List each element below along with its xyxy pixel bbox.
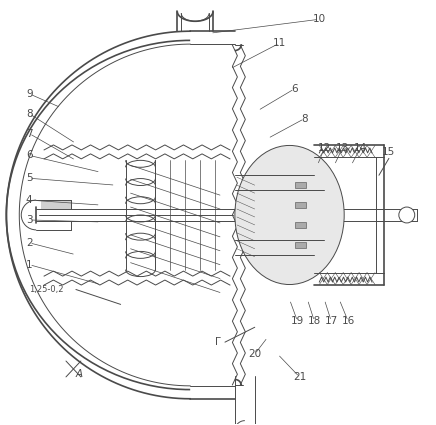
Text: 3: 3 (26, 215, 33, 225)
Text: 18: 18 (308, 316, 321, 326)
Text: 13: 13 (336, 143, 349, 153)
Text: 14: 14 (354, 143, 367, 153)
Bar (294, 222, 307, 228)
Text: 2: 2 (26, 238, 33, 248)
Bar (294, 242, 307, 248)
Text: 6: 6 (26, 150, 33, 160)
Text: 8: 8 (26, 109, 33, 119)
Text: 17: 17 (325, 316, 338, 326)
Text: 20: 20 (248, 349, 261, 359)
Text: 12: 12 (318, 143, 331, 153)
Text: 7: 7 (26, 128, 33, 139)
Text: 10: 10 (313, 14, 326, 24)
Text: 1,25-0,2: 1,25-0,2 (29, 285, 64, 294)
Ellipse shape (235, 145, 344, 284)
Circle shape (399, 207, 415, 223)
Text: Г: Г (215, 337, 221, 347)
Text: 19: 19 (291, 316, 304, 326)
Text: 8: 8 (301, 113, 308, 124)
Text: 4: 4 (26, 195, 33, 205)
Text: 1: 1 (26, 260, 33, 269)
Text: 15: 15 (382, 147, 395, 157)
Text: 9: 9 (26, 89, 33, 99)
Text: 6: 6 (291, 84, 298, 94)
Polygon shape (36, 200, 71, 209)
Text: 5: 5 (26, 173, 33, 183)
Text: 16: 16 (341, 316, 355, 326)
Text: A: A (75, 369, 82, 379)
Text: 21: 21 (293, 372, 306, 382)
Bar (294, 182, 307, 188)
Bar (294, 202, 307, 208)
Text: 11: 11 (273, 38, 286, 48)
